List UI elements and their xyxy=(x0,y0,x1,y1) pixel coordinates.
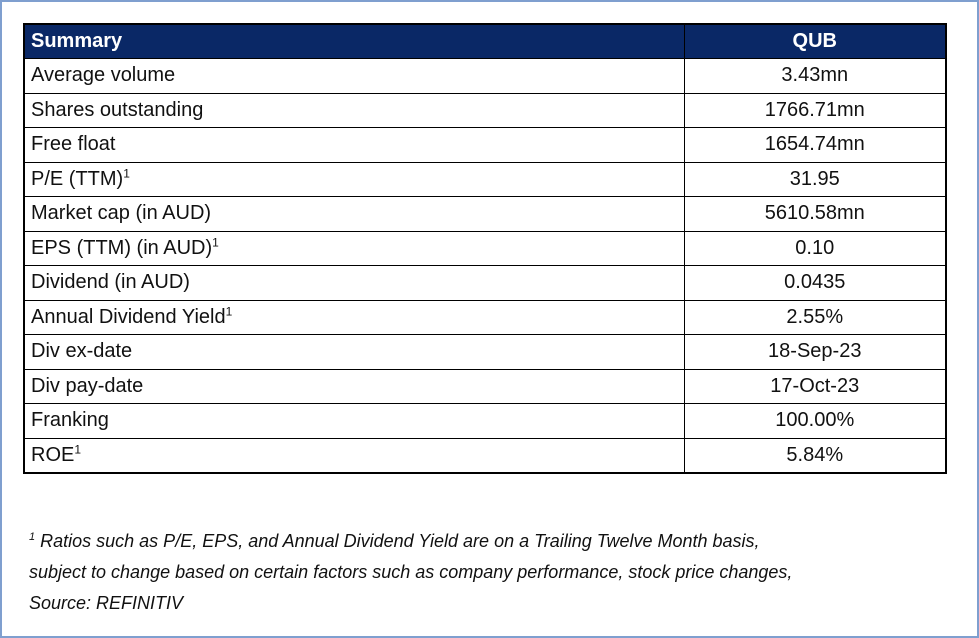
footnote-marker: 1 xyxy=(212,235,219,250)
row-label: Market cap (in AUD) xyxy=(23,196,685,232)
table-row: Shares outstanding 1766.71mn xyxy=(23,92,947,128)
row-value: 1654.74mn xyxy=(683,127,947,163)
row-value: 1766.71mn xyxy=(683,92,947,128)
table-row: Free float 1654.74mn xyxy=(23,127,947,163)
row-label-text: Free float xyxy=(31,133,116,156)
row-label: Div pay-date xyxy=(23,368,685,404)
row-value: 0.0435 xyxy=(683,265,947,301)
footnote-source: Source: REFINITIV xyxy=(29,593,184,613)
footnote: 1 Ratios such as P/E, EPS, and Annual Di… xyxy=(29,526,959,619)
row-label-text: Average volume xyxy=(31,64,176,87)
row-value: 2.55% xyxy=(683,299,947,335)
row-label: EPS (TTM) (in AUD)1 xyxy=(23,230,685,266)
table-row: Div ex-date 18-Sep-23 xyxy=(23,334,947,370)
summary-table: Summary QUB Average volume 3.43mn Shares… xyxy=(23,23,947,474)
footnote-marker: 1 xyxy=(29,531,36,543)
header-summary: Summary xyxy=(23,23,685,59)
row-value: 31.95 xyxy=(683,161,947,197)
row-label-text: ROE xyxy=(31,443,75,466)
row-value: 100.00% xyxy=(683,403,947,439)
row-value: 17-Oct-23 xyxy=(683,368,947,404)
table-row: Market cap (in AUD) 5610.58mn xyxy=(23,196,947,232)
row-label-text: Dividend (in AUD) xyxy=(31,271,190,294)
row-label-text: Shares outstanding xyxy=(31,98,204,121)
footnote-marker: 1 xyxy=(74,442,82,457)
row-label-text: Market cap (in AUD) xyxy=(31,202,212,225)
footnote-line-2: subject to change based on certain facto… xyxy=(29,562,793,582)
row-label: Annual Dividend Yield1 xyxy=(23,299,685,335)
footnote-marker: 1 xyxy=(123,166,130,181)
row-label: ROE1 xyxy=(23,437,685,474)
table-row: Dividend (in AUD) 0.0435 xyxy=(23,265,947,301)
row-label: Franking xyxy=(23,403,685,439)
row-label-text: Annual Dividend Yield xyxy=(31,305,226,328)
row-value: 5.84% xyxy=(683,437,947,474)
footnote-line-1: 1 Ratios such as P/E, EPS, and Annual Di… xyxy=(29,526,959,557)
table-row: Annual Dividend Yield1 2.55% xyxy=(23,299,947,335)
row-label: Dividend (in AUD) xyxy=(23,265,685,301)
table-row: Franking 100.00% xyxy=(23,403,947,439)
row-value: 3.43mn xyxy=(683,58,947,94)
row-label-text: Franking xyxy=(31,409,109,432)
row-label: Average volume xyxy=(23,58,685,94)
table-row: EPS (TTM) (in AUD)1 0.10 xyxy=(23,230,947,266)
row-value: 18-Sep-23 xyxy=(683,334,947,370)
footnote-text: Ratios such as P/E, EPS, and Annual Divi… xyxy=(35,531,760,551)
row-label: Shares outstanding xyxy=(23,92,685,128)
footnote-marker: 1 xyxy=(225,304,233,319)
row-label: Free float xyxy=(23,127,685,163)
header-ticker: QUB xyxy=(683,23,947,59)
table-row: Average volume 3.43mn xyxy=(23,58,947,94)
row-value: 0.10 xyxy=(683,230,947,266)
table-row: P/E (TTM)1 31.95 xyxy=(23,161,947,197)
table-row: Div pay-date 17-Oct-23 xyxy=(23,368,947,404)
row-label-text: EPS (TTM) (in AUD) xyxy=(31,236,213,259)
row-label-text: Div pay-date xyxy=(31,374,144,397)
row-label-text: Div ex-date xyxy=(31,340,133,363)
row-value: 5610.58mn xyxy=(683,196,947,232)
row-label: Div ex-date xyxy=(23,334,685,370)
row-label: P/E (TTM)1 xyxy=(23,161,685,197)
table-row: ROE1 5.84% xyxy=(23,437,947,474)
table-header-row: Summary QUB xyxy=(23,23,947,59)
row-label-text: P/E (TTM) xyxy=(31,167,124,190)
